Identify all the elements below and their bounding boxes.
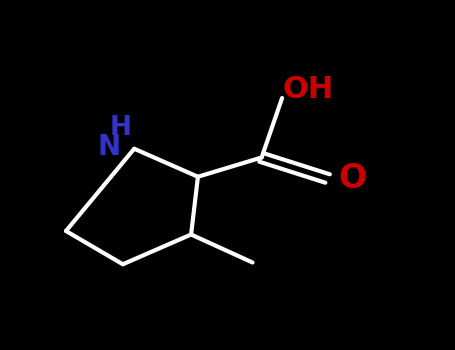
Text: OH: OH — [283, 75, 334, 104]
Text: H: H — [110, 115, 131, 141]
Text: O: O — [339, 162, 367, 195]
Text: N: N — [98, 133, 121, 161]
